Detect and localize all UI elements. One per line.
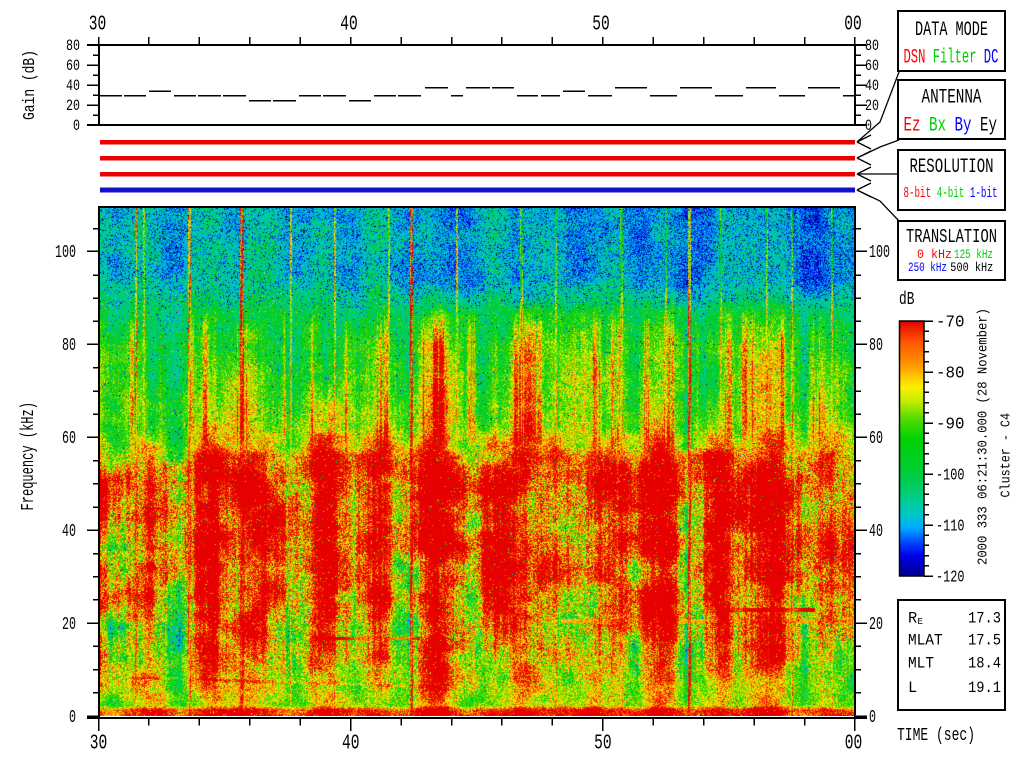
svg-text:30: 30 bbox=[89, 13, 107, 37]
svg-text:00: 00 bbox=[845, 732, 863, 756]
svg-text:20: 20 bbox=[66, 97, 80, 115]
svg-text:20: 20 bbox=[869, 614, 883, 635]
svg-text:-120: -120 bbox=[936, 569, 965, 588]
svg-text:0: 0 bbox=[869, 707, 876, 728]
svg-text:Cluster - C4: Cluster - C4 bbox=[1000, 413, 1015, 498]
svg-text:DC: DC bbox=[984, 46, 999, 69]
svg-text:By: By bbox=[955, 115, 972, 138]
svg-text:Ez: Ez bbox=[904, 115, 921, 138]
svg-text:00: 00 bbox=[844, 13, 862, 37]
svg-text:60: 60 bbox=[62, 428, 76, 449]
svg-text:60: 60 bbox=[869, 428, 883, 449]
svg-text:40: 40 bbox=[66, 77, 80, 95]
svg-text:8-bit: 8-bit bbox=[904, 185, 932, 202]
svg-text:40: 40 bbox=[342, 732, 360, 756]
svg-text:MLAT: MLAT bbox=[908, 632, 943, 650]
svg-text:60: 60 bbox=[865, 57, 879, 75]
svg-text:-110: -110 bbox=[936, 518, 965, 537]
svg-text:DSN: DSN bbox=[904, 46, 926, 69]
svg-text:-100: -100 bbox=[936, 467, 965, 486]
svg-text:Filter: Filter bbox=[933, 46, 977, 69]
svg-text:50: 50 bbox=[594, 732, 612, 756]
svg-text:-90: -90 bbox=[936, 416, 965, 435]
svg-text:19.1: 19.1 bbox=[968, 679, 1001, 697]
svg-text:-80: -80 bbox=[936, 365, 965, 384]
svg-text:100: 100 bbox=[55, 242, 76, 263]
svg-text:30: 30 bbox=[90, 732, 108, 756]
svg-text:80: 80 bbox=[66, 37, 80, 55]
svg-text:60: 60 bbox=[66, 57, 80, 75]
svg-text:4-bit: 4-bit bbox=[937, 185, 965, 202]
svg-text:40: 40 bbox=[340, 13, 358, 37]
svg-text:dB: dB bbox=[899, 289, 914, 310]
svg-text:40: 40 bbox=[865, 77, 879, 95]
svg-text:18.4: 18.4 bbox=[968, 655, 1001, 673]
svg-text:MLT: MLT bbox=[908, 655, 934, 673]
svg-text:TIME (sec): TIME (sec) bbox=[897, 725, 975, 746]
svg-text:80: 80 bbox=[865, 37, 879, 55]
svg-text:DATA MODE: DATA MODE bbox=[915, 19, 988, 42]
svg-text:0: 0 bbox=[69, 707, 76, 728]
svg-text:RESOLUTION: RESOLUTION bbox=[910, 156, 994, 179]
svg-text:2000 333 06:21:30.000 (28 Nove: 2000 333 06:21:30.000 (28 November) bbox=[977, 308, 992, 565]
svg-text:Bx: Bx bbox=[929, 115, 946, 138]
svg-text:500 kHz: 500 kHz bbox=[950, 261, 993, 275]
svg-text:80: 80 bbox=[869, 335, 883, 356]
svg-text:R: R bbox=[908, 610, 917, 628]
svg-text:Gain (dB): Gain (dB) bbox=[21, 50, 40, 120]
svg-text:250 kHz: 250 kHz bbox=[908, 261, 947, 275]
svg-text:0: 0 bbox=[865, 117, 872, 135]
svg-text:Ey: Ey bbox=[980, 115, 997, 138]
svg-text:80: 80 bbox=[62, 335, 76, 356]
svg-text:-70: -70 bbox=[936, 314, 965, 333]
svg-text:40: 40 bbox=[62, 521, 76, 542]
svg-text:17.3: 17.3 bbox=[968, 610, 1001, 628]
svg-text:0 kHz: 0 kHz bbox=[917, 248, 952, 262]
svg-text:50: 50 bbox=[592, 13, 610, 37]
svg-text:20: 20 bbox=[62, 614, 76, 635]
svg-text:20: 20 bbox=[865, 97, 879, 115]
svg-text:100: 100 bbox=[869, 242, 890, 263]
svg-text:L: L bbox=[908, 679, 917, 697]
svg-text:40: 40 bbox=[869, 521, 883, 542]
svg-text:ANTENNA: ANTENNA bbox=[922, 86, 982, 109]
svg-text:TRANSLATION: TRANSLATION bbox=[906, 226, 997, 248]
svg-text:0: 0 bbox=[73, 117, 80, 135]
svg-text:Frequency (kHz): Frequency (kHz) bbox=[19, 402, 39, 511]
svg-text:17.5: 17.5 bbox=[968, 632, 1001, 650]
svg-text:1-bit: 1-bit bbox=[970, 185, 998, 202]
svg-text:125 kHz: 125 kHz bbox=[954, 248, 993, 262]
svg-text:E: E bbox=[918, 617, 923, 627]
